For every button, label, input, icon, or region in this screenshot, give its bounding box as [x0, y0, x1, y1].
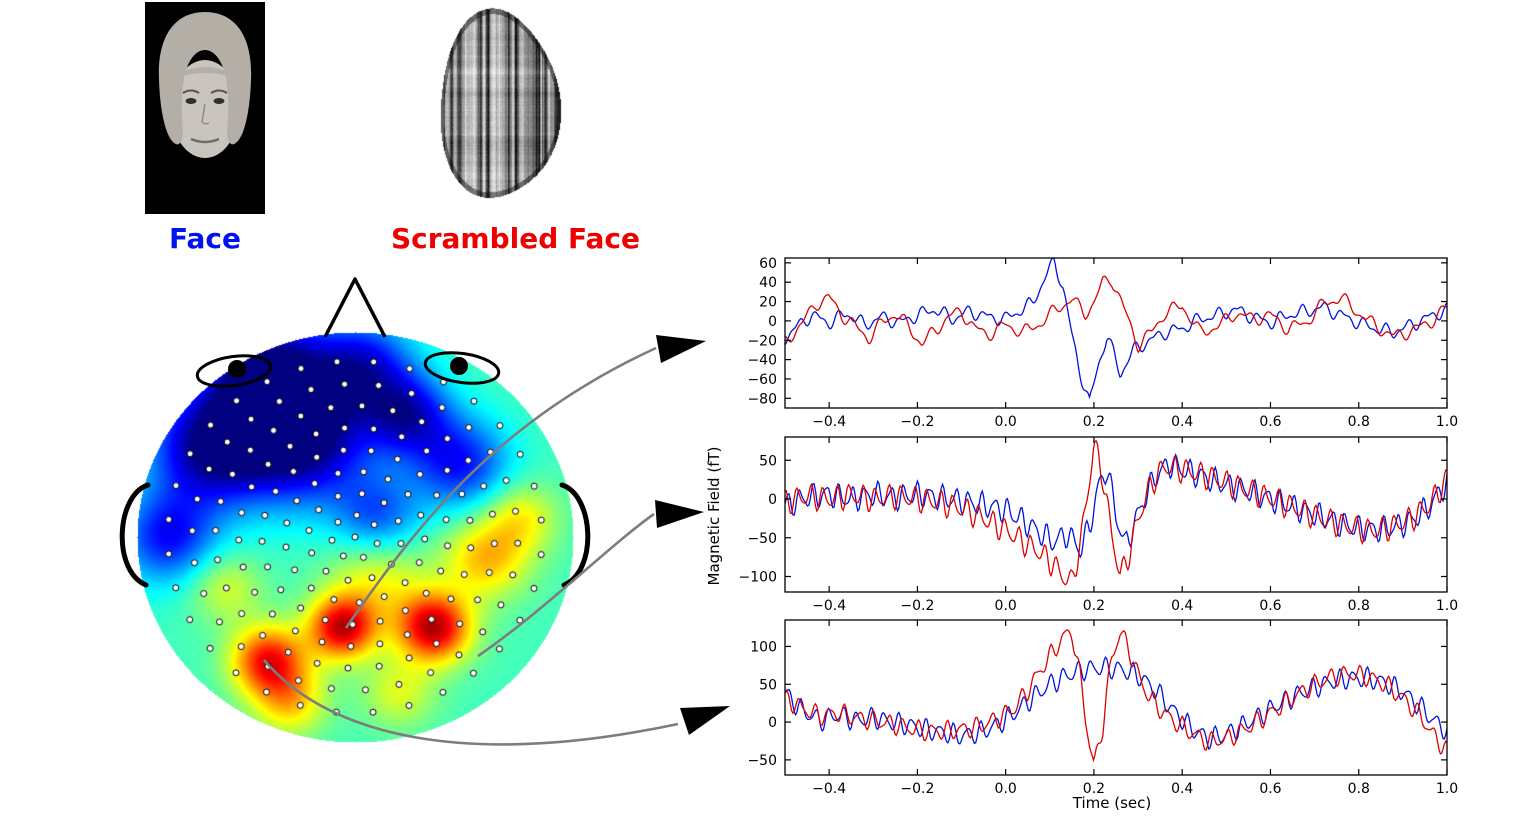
- x-tick-label: 0.4: [1171, 781, 1193, 797]
- left-pupil-icon: [228, 360, 246, 378]
- face-skin: [171, 60, 239, 158]
- x-tick-label: −0.2: [900, 414, 934, 430]
- x-tick-label: 1.0: [1436, 598, 1458, 614]
- y-tick-label: −20: [747, 333, 777, 349]
- face-right-brow: [210, 89, 228, 94]
- x-tick-label: 0.4: [1171, 414, 1193, 430]
- x-tick-label: 0.4: [1171, 598, 1193, 614]
- series-group: [785, 258, 1447, 400]
- series-group: [785, 439, 1447, 586]
- left-eye-icon: [195, 354, 273, 388]
- x-tick-label: −0.4: [812, 414, 846, 430]
- trace-face: [785, 655, 1447, 750]
- right-pupil-icon: [450, 357, 468, 375]
- face-nose: [201, 103, 210, 125]
- y-tick-label: 20: [759, 295, 777, 311]
- x-tick-label: 0.2: [1083, 598, 1105, 614]
- waveform-plot-top: −0.4 −0.2 0.0 0.2 0.4 0.6 0.8 1.0 60 40 20 0 −20 −40 −…: [747, 256, 1458, 430]
- y-tick-label: −80: [747, 391, 777, 407]
- y-tick-label: 50: [759, 453, 777, 469]
- face-stimulus-image: [145, 2, 265, 214]
- face-label: Face: [169, 222, 241, 255]
- trace-scrambled-face: [785, 275, 1447, 354]
- x-tick-label: −0.2: [900, 598, 934, 614]
- y-tick-label: 40: [759, 275, 777, 291]
- y-tick-label: −100: [739, 570, 777, 586]
- y-tick-label: 0: [768, 492, 777, 508]
- x-tick-label: 0.8: [1348, 598, 1370, 614]
- face-right-eye: [213, 98, 225, 104]
- x-tick-label: 0.6: [1259, 414, 1281, 430]
- y-tick-label: −40: [747, 353, 777, 369]
- arrowhead-middle-icon: [655, 500, 704, 528]
- waveform-plot-middle: −0.4 −0.2 0.0 0.2 0.4 0.6 0.8 1.0 50 0 −50 −100: [739, 436, 1458, 614]
- y-axis-label: Magnetic Field (fT): [705, 446, 723, 586]
- face-left-eye: [185, 98, 197, 104]
- trace-scrambled-face: [785, 629, 1447, 763]
- trace-face: [785, 258, 1447, 400]
- axes-frame: [784, 619, 1448, 776]
- x-tick-label: 1.0: [1436, 781, 1458, 797]
- x-tick-label: 0.6: [1259, 781, 1281, 797]
- face-illustration: [145, 2, 265, 214]
- x-tick-label: 1.0: [1436, 414, 1458, 430]
- x-tick-label: 0.0: [995, 781, 1017, 797]
- right-ear-icon: [559, 482, 591, 588]
- y-tick-label: 60: [759, 256, 777, 272]
- y-tick-label: 100: [750, 639, 777, 655]
- scrambled-face-label: Scrambled Face: [390, 222, 641, 255]
- y-tick-label: −50: [747, 753, 777, 769]
- x-tick-label: −0.2: [900, 781, 934, 797]
- left-ear-icon: [119, 482, 151, 588]
- x-axis-label: Time (sec): [1072, 794, 1152, 812]
- x-tick-label: 0.2: [1083, 414, 1105, 430]
- face-bangs: [173, 67, 237, 82]
- x-tick-label: 0.8: [1348, 781, 1370, 797]
- x-tick-label: 0.0: [995, 598, 1017, 614]
- face-mouth: [190, 137, 220, 144]
- x-tick-label: 0.2: [1083, 781, 1105, 797]
- x-tick-label: −0.4: [812, 781, 846, 797]
- axes-frame: [784, 436, 1448, 593]
- scrambled-face-stimulus-image: [424, 2, 572, 214]
- x-tick-label: 0.8: [1348, 414, 1370, 430]
- y-tick-label: 0: [768, 715, 777, 731]
- meg-topomap: [119, 277, 591, 750]
- y-tick-label: −50: [747, 531, 777, 547]
- head-outline-overlay: [119, 277, 591, 588]
- trace-scrambled-face: [785, 439, 1447, 586]
- scrambled-face-canvas: [424, 2, 572, 214]
- y-tick-label: 50: [759, 677, 777, 693]
- x-tick-label: 0.0: [995, 414, 1017, 430]
- arrowhead-top-icon: [656, 335, 706, 363]
- trace-face: [785, 453, 1447, 559]
- x-tick-label: 0.6: [1259, 598, 1281, 614]
- series-group: [785, 629, 1447, 763]
- axes-frame: [784, 257, 1448, 409]
- face-left-brow: [182, 89, 200, 94]
- y-tick-label: 0: [768, 314, 777, 330]
- y-tick-label: −60: [747, 372, 777, 388]
- x-tick-label: −0.4: [812, 598, 846, 614]
- nose-icon: [323, 277, 387, 338]
- face-hair: [158, 12, 252, 145]
- waveform-plot-bottom: −0.4 −0.2 0.0 0.2 0.4 0.6 0.8 1.0 100 50 0 −50: [747, 619, 1458, 797]
